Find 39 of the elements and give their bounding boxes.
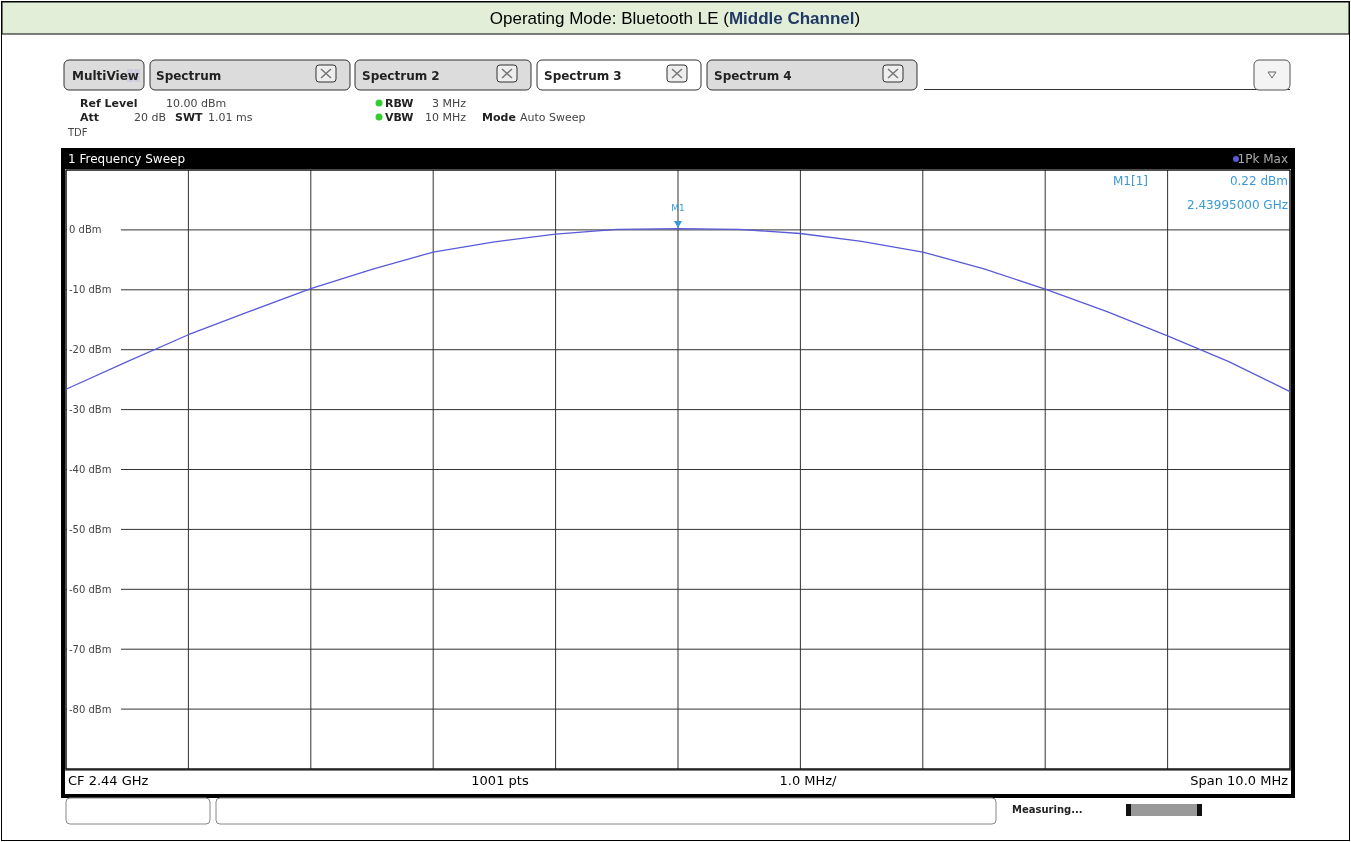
text: Measuring...	[1012, 804, 1083, 815]
text: Spectrum 2	[362, 69, 440, 83]
text: Ref Level	[80, 97, 138, 110]
y-tick-label: -40 dBm	[69, 464, 112, 475]
text: 1.01 ms	[208, 111, 253, 124]
text: MultiView	[72, 69, 139, 83]
text: 1001 pts	[471, 773, 529, 788]
text: Spectrum	[156, 69, 222, 83]
text: Att	[80, 111, 100, 124]
annotation: 2.43995000 GHz	[1187, 198, 1288, 212]
y-tick-label: -80 dBm	[69, 703, 112, 715]
annotation: 0.22 dBm	[1229, 174, 1288, 188]
text: 10.00 dBm	[166, 97, 227, 110]
text: RBW	[385, 97, 414, 110]
text: Spectrum 4	[714, 69, 792, 83]
text: TDF	[67, 127, 88, 138]
y-tick-label: -20 dBm	[69, 344, 112, 356]
y-tick-label: 0 dBm	[69, 224, 102, 236]
text: CF 2.44 GHz	[68, 773, 149, 788]
legend-label: 1Pk Max	[1237, 152, 1288, 166]
y-tick-label: -30 dBm	[69, 404, 112, 416]
text: SWT	[175, 111, 204, 124]
text: Spectrum 3	[544, 69, 622, 83]
y-tick-label: -50 dBm	[69, 523, 112, 535]
text: 1.0 MHz/	[779, 773, 838, 788]
y-tick-label: -10 dBm	[69, 284, 112, 296]
text: 3 MHz	[431, 97, 467, 110]
text: Auto Sweep	[520, 111, 586, 124]
chart-title: Operating Mode: Bluetooth LE (Middle Channel)	[489, 9, 861, 28]
y-tick-label: -70 dBm	[69, 643, 112, 655]
text: Span 10.0 MHz	[1190, 773, 1289, 788]
text: 10 MHz	[424, 111, 467, 124]
y-tick-label: -60 dBm	[69, 583, 112, 595]
annotation: M1	[671, 203, 685, 213]
text: VBW	[385, 111, 414, 124]
annotation: M1[1]	[1113, 174, 1148, 188]
text: Mode	[482, 111, 516, 124]
text: 1 Frequency Sweep	[68, 152, 186, 166]
text: 20 dB	[133, 111, 166, 124]
